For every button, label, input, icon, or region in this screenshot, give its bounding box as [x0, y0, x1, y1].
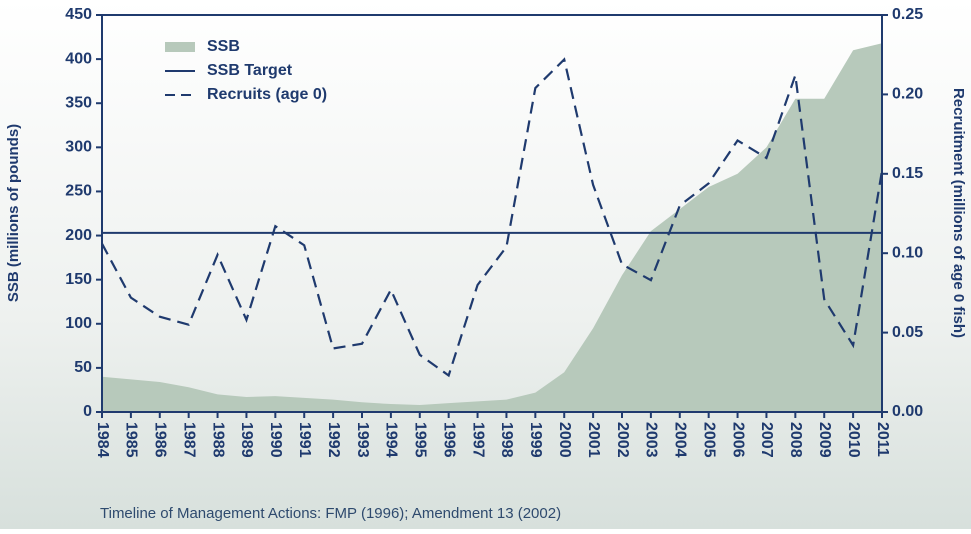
x-tick-label: 1992 [325, 422, 342, 458]
x-tick-label: 2006 [729, 422, 746, 458]
x-tick-label: 2005 [700, 422, 717, 458]
legend-label: SSB [207, 38, 240, 55]
y-tick-label: 400 [65, 50, 92, 67]
x-tick-label: 2007 [758, 422, 775, 458]
recruits-line [101, 57, 884, 378]
y-tick-label: 100 [65, 315, 92, 332]
x-tick-label: 1991 [296, 422, 313, 458]
y2-tick-label: 0.05 [892, 324, 923, 341]
x-tick-label: 1986 [152, 422, 169, 458]
y-tick-label: 350 [65, 94, 92, 111]
x-tick-label: 2004 [672, 422, 689, 458]
x-tick-label: 1988 [209, 422, 226, 458]
legend-label: Recruits (age 0) [207, 86, 327, 103]
y-tick-label: 300 [65, 139, 92, 156]
footnote: Timeline of Management Actions: FMP (199… [100, 505, 561, 522]
legend-label: SSB Target [207, 62, 293, 79]
x-tick-label: 2011 [874, 422, 891, 457]
x-tick-label: 1997 [469, 422, 486, 458]
x-tick-label: 1998 [498, 422, 515, 458]
y2-tick-label: 0.20 [892, 86, 923, 103]
x-tick-label: 2000 [556, 422, 573, 458]
y2-tick-label: 0.00 [892, 403, 923, 420]
x-tick-label: 2009 [816, 422, 833, 458]
y-tick-label: 0 [83, 403, 92, 420]
x-tick-label: 1990 [267, 422, 284, 458]
y-tick-label: 200 [65, 227, 92, 244]
x-tick-label: 2010 [845, 422, 862, 458]
y2-tick-label: 0.15 [892, 165, 923, 182]
x-tick-label: 1989 [238, 422, 255, 458]
y-tick-label: 250 [65, 183, 92, 200]
y-axis-title: SSB (millions of pounds) [5, 124, 22, 302]
ssb-area [102, 43, 882, 412]
x-tick-label: 1996 [440, 422, 457, 458]
x-tick-label: 1985 [123, 422, 140, 458]
y2-tick-label: 0.25 [892, 6, 923, 23]
x-tick-label: 2008 [787, 422, 804, 458]
y2-tick-label: 0.10 [892, 244, 923, 261]
y-tick-label: 50 [74, 359, 92, 376]
x-tick-label: 1987 [180, 422, 197, 458]
x-tick-label: 2003 [643, 422, 660, 458]
x-tick-label: 1993 [354, 422, 371, 458]
x-tick-label: 2002 [614, 422, 631, 458]
y-tick-label: 150 [65, 271, 92, 288]
x-tick-label: 1984 [94, 422, 111, 458]
x-tick-label: 2001 [585, 422, 602, 458]
x-tick-label: 1999 [527, 422, 544, 458]
x-tick-label: 1995 [412, 422, 429, 458]
y-tick-label: 450 [65, 6, 92, 23]
legend-swatch [165, 42, 195, 52]
x-tick-label: 1994 [383, 422, 400, 458]
y2-axis-title: Recruitment (millions of age 0 fish) [950, 88, 967, 338]
